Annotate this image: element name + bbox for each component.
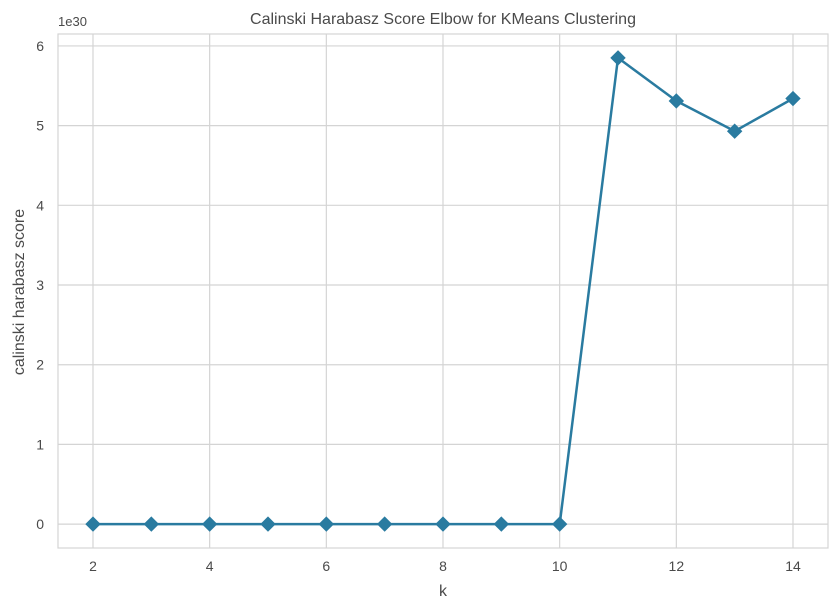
x-tick-label: 4	[206, 558, 214, 574]
data-point	[143, 516, 160, 532]
data-point	[726, 123, 743, 139]
y-tick-label: 0	[36, 516, 44, 532]
data-point	[493, 516, 510, 532]
data-point	[551, 516, 568, 532]
data-point	[201, 516, 218, 532]
data-point	[85, 516, 101, 532]
x-tick-label: 2	[89, 558, 97, 574]
y-offset-label: 1e30	[58, 14, 87, 29]
y-tick-label: 4	[36, 197, 44, 213]
y-axis-label: calinski harabasz score	[11, 209, 28, 375]
x-tick-label: 10	[552, 558, 568, 574]
data-point	[260, 516, 276, 532]
y-tick-label: 5	[36, 118, 44, 134]
y-tick-label: 3	[36, 277, 44, 293]
x-axis-label: k	[439, 583, 448, 600]
y-tick-labels: 0 1 2 3 4 5 6	[36, 38, 44, 532]
x-tick-label: 12	[669, 558, 685, 574]
data-point	[610, 50, 626, 66]
x-tick-label: 14	[785, 558, 801, 574]
x-tick-label: 6	[322, 558, 330, 574]
y-tick-label: 2	[36, 357, 44, 373]
plot-frame	[57, 33, 829, 549]
x-tick-labels: 2 4 6 8 10 12 14	[89, 558, 801, 574]
data-point	[318, 516, 335, 532]
data-point	[376, 516, 393, 532]
grid	[58, 34, 828, 548]
data-point	[435, 516, 451, 532]
chart-title: Calinski Harabasz Score Elbow for KMeans…	[250, 11, 636, 28]
y-tick-label: 1	[36, 436, 44, 452]
series-score	[85, 50, 801, 532]
data-point	[785, 90, 801, 107]
x-tick-label: 8	[439, 558, 447, 574]
data-point	[668, 93, 685, 109]
y-tick-label: 6	[36, 38, 44, 54]
